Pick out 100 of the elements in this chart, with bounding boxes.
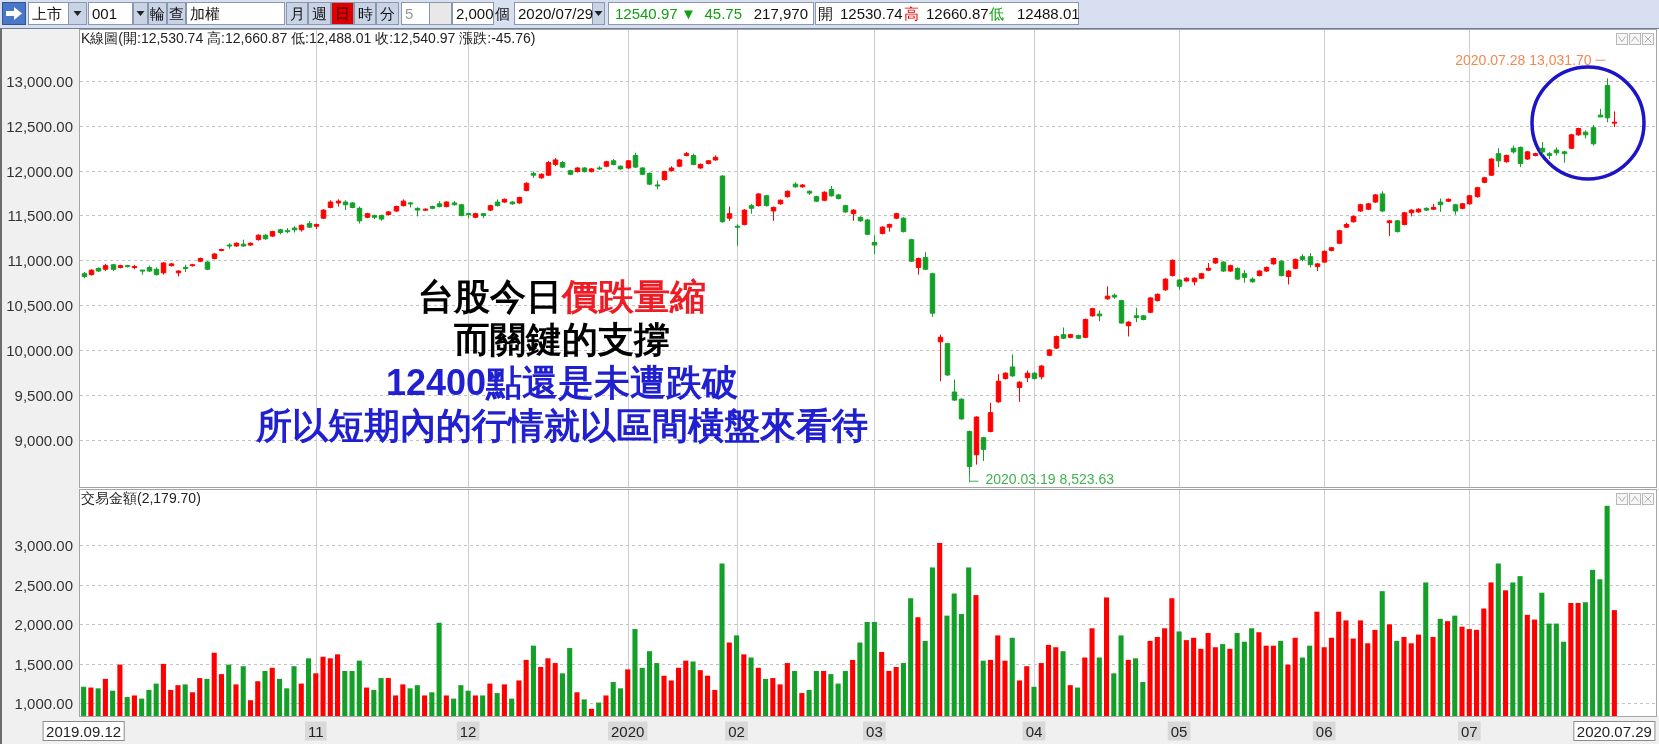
candlestick bbox=[1423, 206, 1430, 212]
candlestick bbox=[189, 263, 196, 268]
candlestick bbox=[81, 271, 88, 279]
candlestick bbox=[364, 212, 371, 219]
y-tick-label: 9,000.00 bbox=[14, 432, 73, 449]
candlestick bbox=[443, 200, 450, 208]
candlestick bbox=[1183, 276, 1190, 283]
x-tick-label: 05 bbox=[1170, 722, 1188, 740]
text: 時 bbox=[357, 5, 373, 22]
candlestick bbox=[465, 212, 472, 219]
annotation: 而關鍵的支撐 bbox=[454, 318, 670, 360]
candlestick bbox=[567, 169, 574, 176]
text: 12660.87 bbox=[926, 5, 989, 22]
x-tick-label: 06 bbox=[1315, 722, 1333, 740]
candlestick bbox=[335, 198, 342, 208]
candlestick bbox=[1408, 208, 1415, 217]
candlestick bbox=[879, 225, 886, 235]
candlestick bbox=[799, 183, 806, 189]
x-tick-label: 2020 bbox=[611, 722, 645, 740]
candlestick bbox=[1495, 147, 1502, 168]
text: 查 bbox=[169, 5, 184, 22]
candlestick bbox=[110, 263, 117, 272]
candlestick bbox=[269, 230, 276, 238]
candlestick bbox=[501, 197, 508, 204]
candlestick bbox=[625, 159, 632, 170]
text: 12540.97 bbox=[615, 5, 678, 22]
candlestick bbox=[1328, 246, 1335, 252]
text: 低 bbox=[989, 5, 1004, 22]
text: 週 bbox=[312, 5, 327, 22]
candlestick bbox=[407, 201, 414, 208]
y-tick-label: 11,500.00 bbox=[7, 207, 73, 224]
y-tick-label: 10,500.00 bbox=[6, 297, 73, 314]
candlestick bbox=[516, 196, 523, 205]
candlestick bbox=[327, 199, 334, 209]
candlestick bbox=[1067, 333, 1074, 339]
y-tick-label: 2,500.00 bbox=[14, 577, 73, 594]
annotation: 台股今日 bbox=[418, 275, 562, 317]
candlestick bbox=[1016, 380, 1023, 403]
candlestick bbox=[168, 262, 175, 268]
text: 加權 bbox=[190, 5, 220, 22]
chart-title: K線圖(開:12,530.74 高:12,660.87 低:12,488.01 收:12,540.97 漲跌:-45.76) bbox=[81, 30, 536, 46]
x-tick-label: 11 bbox=[307, 722, 324, 740]
candlestick bbox=[378, 214, 385, 222]
candlestick bbox=[284, 227, 291, 234]
candlestick bbox=[1343, 222, 1350, 229]
x-tick-label: 04 bbox=[1025, 722, 1043, 740]
candlestick bbox=[211, 252, 218, 260]
candlestick bbox=[95, 266, 102, 273]
text: 個 bbox=[495, 5, 510, 22]
candlestick bbox=[1111, 292, 1118, 300]
candlestick bbox=[494, 198, 501, 208]
candlestick bbox=[806, 189, 813, 196]
y-tick-label: 3,000.00 bbox=[14, 537, 73, 554]
annotation: 2020.07.28 13,031.70 bbox=[1455, 52, 1592, 69]
candlestick bbox=[277, 228, 284, 235]
candlestick bbox=[871, 234, 878, 255]
candlestick bbox=[922, 251, 929, 271]
candlestick bbox=[1205, 262, 1212, 272]
annotation: 價跌量縮 bbox=[560, 275, 706, 317]
y-tick-label: 2,000.00 bbox=[14, 616, 73, 633]
candlestick bbox=[1140, 314, 1147, 321]
candlestick bbox=[1553, 146, 1560, 156]
candlestick bbox=[1357, 203, 1364, 213]
candlestick bbox=[1075, 334, 1082, 340]
candlestick bbox=[124, 264, 131, 268]
x-tick-label: 2019.09.12 bbox=[46, 722, 122, 740]
text: 001 bbox=[92, 5, 118, 22]
candlestick bbox=[247, 241, 254, 247]
candlestick bbox=[131, 264, 138, 270]
candlestick bbox=[538, 172, 545, 180]
x-tick-label: 02 bbox=[728, 722, 745, 740]
candlestick bbox=[1415, 207, 1422, 214]
candlestick bbox=[451, 200, 458, 207]
candlestick bbox=[1249, 276, 1256, 284]
candlestick bbox=[835, 193, 842, 200]
candlestick bbox=[1539, 141, 1546, 156]
y-tick-label: 1,500.00 bbox=[14, 656, 73, 673]
candlestick bbox=[414, 206, 421, 217]
candlestick bbox=[175, 269, 182, 277]
candlestick bbox=[683, 151, 690, 157]
y-tick-label: 12,000.00 bbox=[6, 163, 73, 180]
candlestick bbox=[893, 212, 900, 220]
candlestick bbox=[1270, 257, 1277, 266]
x-tick-label: 2020.07.29 bbox=[1576, 722, 1652, 740]
candlestick bbox=[233, 241, 240, 248]
candlestick bbox=[197, 257, 204, 263]
text: 2,000 bbox=[456, 5, 494, 22]
candlestick bbox=[1611, 110, 1618, 128]
candlestick bbox=[342, 199, 349, 211]
candlestick bbox=[204, 260, 211, 271]
candlestick bbox=[1437, 197, 1444, 213]
text: 分 bbox=[380, 5, 395, 22]
y-tick-label: 10,000.00 bbox=[6, 342, 73, 359]
candlestick bbox=[1198, 272, 1205, 280]
candlestick bbox=[385, 210, 392, 216]
candlestick bbox=[371, 214, 378, 220]
text: 月 bbox=[289, 5, 305, 22]
x-tick-label: 07 bbox=[1460, 722, 1478, 740]
candlestick bbox=[1060, 327, 1067, 340]
candlestick bbox=[1379, 190, 1386, 213]
